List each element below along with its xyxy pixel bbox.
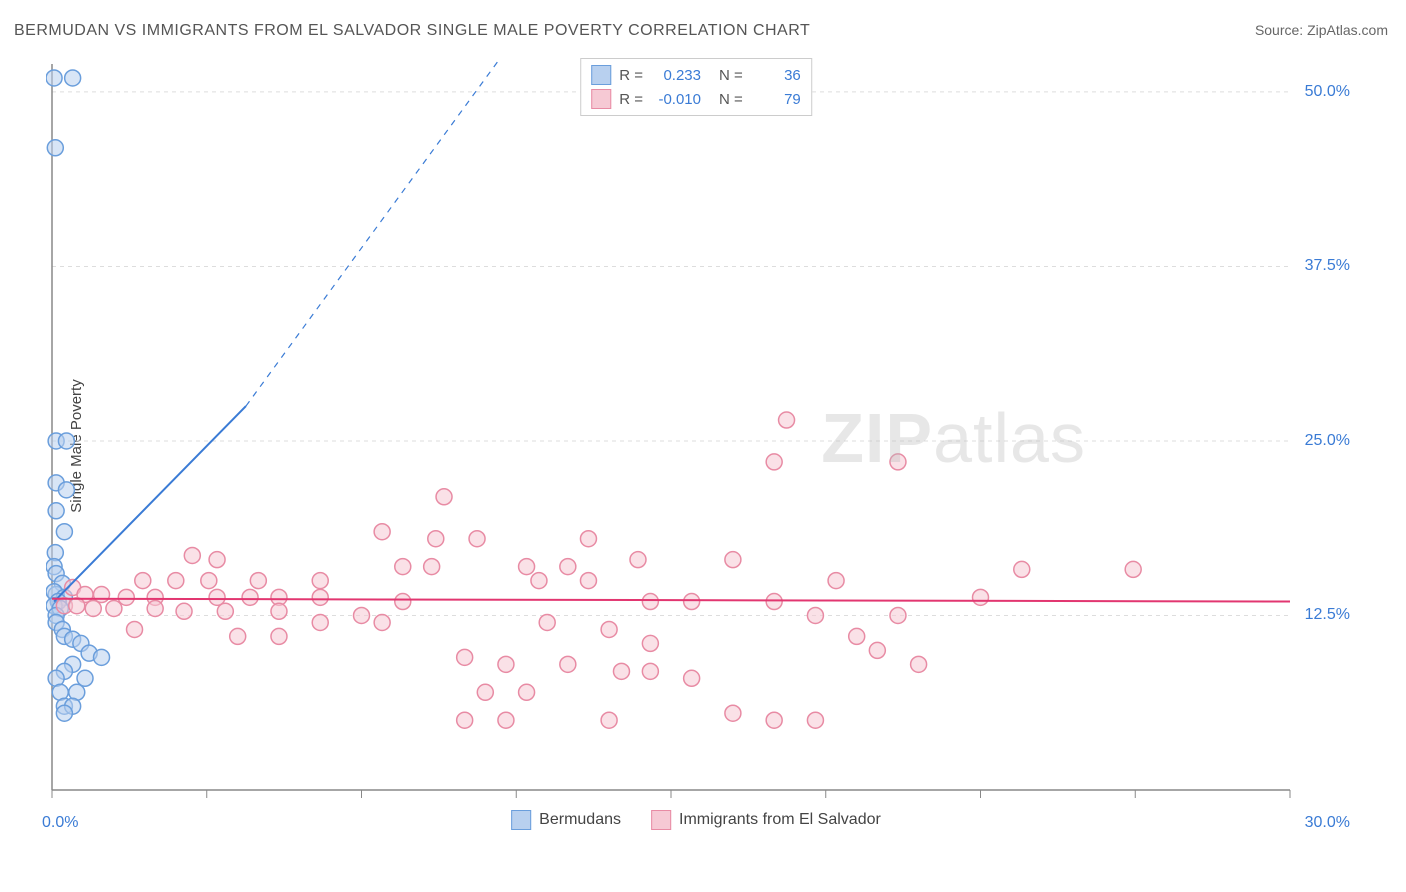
plot-area: ZIPatlas R = 0.233 N = 36 R = -0.010 N =…: [46, 58, 1346, 828]
swatch-bermudans: [591, 65, 611, 85]
x-max-label: 30.0%: [1305, 814, 1350, 832]
source-attribution: Source: ZipAtlas.com: [1255, 22, 1388, 38]
r-value-bermudans: 0.233: [651, 67, 701, 84]
n-value-bermudans: 36: [751, 67, 801, 84]
legend-label-salvador: Immigrants from El Salvador: [679, 811, 881, 829]
series-legend: Bermudans Immigrants from El Salvador: [511, 810, 881, 830]
stats-row-salvador: R = -0.010 N = 79: [591, 87, 801, 111]
r-label: R =: [619, 67, 643, 84]
chart-title: BERMUDAN VS IMMIGRANTS FROM EL SALVADOR …: [14, 22, 810, 40]
legend-item-salvador: Immigrants from El Salvador: [651, 810, 881, 830]
y-tick-label: 12.5%: [1305, 606, 1350, 624]
stats-legend: R = 0.233 N = 36 R = -0.010 N = 79: [580, 58, 812, 116]
scatter-svg: [46, 58, 1346, 828]
r-label: R =: [619, 91, 643, 108]
y-tick-label: 50.0%: [1305, 83, 1350, 101]
legend-item-bermudans: Bermudans: [511, 810, 621, 830]
legend-label-bermudans: Bermudans: [539, 811, 621, 829]
y-tick-label: 37.5%: [1305, 257, 1350, 275]
swatch-salvador: [591, 89, 611, 109]
swatch-bermudans-bottom: [511, 810, 531, 830]
n-label: N =: [719, 91, 743, 108]
x-min-label: 0.0%: [42, 814, 78, 832]
n-label: N =: [719, 67, 743, 84]
y-tick-label: 25.0%: [1305, 432, 1350, 450]
swatch-salvador-bottom: [651, 810, 671, 830]
stats-row-bermudans: R = 0.233 N = 36: [591, 63, 801, 87]
r-value-salvador: -0.010: [651, 91, 701, 108]
n-value-salvador: 79: [751, 91, 801, 108]
